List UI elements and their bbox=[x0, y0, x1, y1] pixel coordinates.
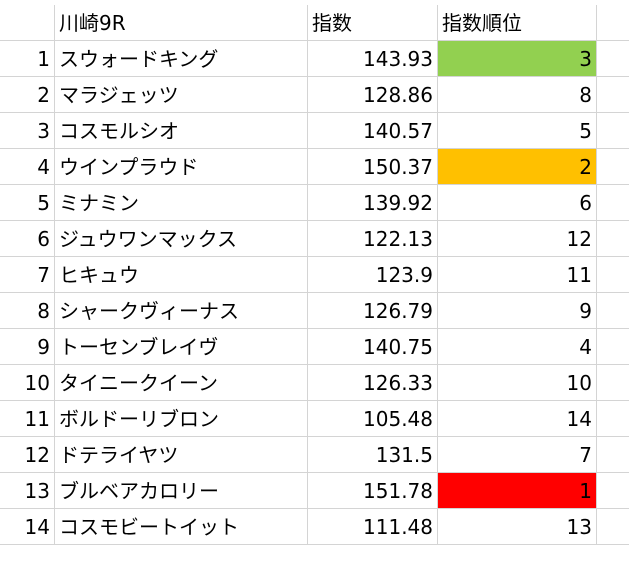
index-value-cell[interactable]: 140.75 bbox=[308, 329, 438, 365]
horse-name-cell[interactable]: ボルドーリブロン bbox=[55, 401, 308, 437]
index-rank-cell[interactable]: 8 bbox=[438, 77, 597, 113]
empty-cell[interactable] bbox=[597, 329, 629, 365]
empty-cell[interactable] bbox=[597, 437, 629, 473]
empty-cell[interactable] bbox=[597, 41, 629, 77]
horse-name-cell[interactable]: ウインプラウド bbox=[55, 149, 308, 185]
empty-cell[interactable] bbox=[597, 257, 629, 293]
horse-name-cell[interactable]: コスモビートイット bbox=[55, 509, 308, 545]
empty-cell[interactable] bbox=[597, 365, 629, 401]
index-value-cell[interactable]: 150.37 bbox=[308, 149, 438, 185]
row-number-cell[interactable]: 12 bbox=[0, 437, 55, 473]
horse-name-cell[interactable]: コスモルシオ bbox=[55, 113, 308, 149]
table-row: 2 マラジェッツ 128.86 8 bbox=[0, 77, 629, 113]
row-number-cell[interactable]: 4 bbox=[0, 149, 55, 185]
horse-name-cell[interactable]: マラジェッツ bbox=[55, 77, 308, 113]
index-value-cell[interactable]: 126.33 bbox=[308, 365, 438, 401]
index-value-cell[interactable]: 128.86 bbox=[308, 77, 438, 113]
horse-name-cell[interactable]: ヒキュウ bbox=[55, 257, 308, 293]
index-value-cell[interactable]: 111.48 bbox=[308, 509, 438, 545]
table-row: 9 トーセンブレイヴ 140.75 4 bbox=[0, 329, 629, 365]
row-number-cell[interactable]: 9 bbox=[0, 329, 55, 365]
horse-name-cell[interactable]: スウォードキング bbox=[55, 41, 308, 77]
row-number-cell[interactable]: 13 bbox=[0, 473, 55, 509]
index-value-cell[interactable]: 139.92 bbox=[308, 185, 438, 221]
horse-name-cell[interactable]: タイニークイーン bbox=[55, 365, 308, 401]
horse-name-cell[interactable]: ジュウワンマックス bbox=[55, 221, 308, 257]
index-rank-cell[interactable]: 5 bbox=[438, 113, 597, 149]
index-value-cell[interactable]: 151.78 bbox=[308, 473, 438, 509]
empty-cell[interactable] bbox=[597, 77, 629, 113]
index-value-cell[interactable]: 140.57 bbox=[308, 113, 438, 149]
index-rank-cell[interactable]: 13 bbox=[438, 509, 597, 545]
table-row: 6 ジュウワンマックス 122.13 12 bbox=[0, 221, 629, 257]
row-number-cell[interactable]: 6 bbox=[0, 221, 55, 257]
empty-cell[interactable] bbox=[597, 293, 629, 329]
empty-cell[interactable] bbox=[597, 473, 629, 509]
row-number-cell[interactable]: 8 bbox=[0, 293, 55, 329]
index-value-cell[interactable]: 126.79 bbox=[308, 293, 438, 329]
index-rank-cell[interactable]: 2 bbox=[438, 149, 597, 185]
index-rank-cell[interactable]: 3 bbox=[438, 41, 597, 77]
empty-cell[interactable] bbox=[597, 149, 629, 185]
table-row: 10 タイニークイーン 126.33 10 bbox=[0, 365, 629, 401]
index-value-cell[interactable]: 123.9 bbox=[308, 257, 438, 293]
index-value-cell[interactable]: 105.48 bbox=[308, 401, 438, 437]
horse-name-cell[interactable]: ミナミン bbox=[55, 185, 308, 221]
index-rank-cell[interactable]: 4 bbox=[438, 329, 597, 365]
row-number-cell[interactable]: 1 bbox=[0, 41, 55, 77]
header-row: 川崎9R 指数 指数順位 bbox=[0, 5, 629, 41]
index-value-cell[interactable]: 143.93 bbox=[308, 41, 438, 77]
table-row: 4 ウインプラウド 150.37 2 bbox=[0, 149, 629, 185]
table-row: 3 コスモルシオ 140.57 5 bbox=[0, 113, 629, 149]
index-rank-cell[interactable]: 7 bbox=[438, 437, 597, 473]
horse-name-cell[interactable]: ブルベアカロリー bbox=[55, 473, 308, 509]
header-cell-number[interactable] bbox=[0, 5, 55, 41]
row-number-cell[interactable]: 11 bbox=[0, 401, 55, 437]
row-number-cell[interactable]: 3 bbox=[0, 113, 55, 149]
index-rank-cell[interactable]: 6 bbox=[438, 185, 597, 221]
table-row: 11 ボルドーリブロン 105.48 14 bbox=[0, 401, 629, 437]
index-rank-cell[interactable]: 1 bbox=[438, 473, 597, 509]
row-number-cell[interactable]: 10 bbox=[0, 365, 55, 401]
header-cell-empty[interactable] bbox=[597, 5, 629, 41]
table-row: 12 ドテライヤツ 131.5 7 bbox=[0, 437, 629, 473]
empty-cell[interactable] bbox=[597, 185, 629, 221]
horse-name-cell[interactable]: ドテライヤツ bbox=[55, 437, 308, 473]
empty-cell[interactable] bbox=[597, 113, 629, 149]
index-rank-cell[interactable]: 12 bbox=[438, 221, 597, 257]
index-rank-cell[interactable]: 11 bbox=[438, 257, 597, 293]
table-row: 7 ヒキュウ 123.9 11 bbox=[0, 257, 629, 293]
row-number-cell[interactable]: 5 bbox=[0, 185, 55, 221]
index-value-cell[interactable]: 122.13 bbox=[308, 221, 438, 257]
horse-name-cell[interactable]: トーセンブレイヴ bbox=[55, 329, 308, 365]
empty-cell[interactable] bbox=[597, 509, 629, 545]
horse-name-cell[interactable]: シャークヴィーナス bbox=[55, 293, 308, 329]
index-rank-cell[interactable]: 9 bbox=[438, 293, 597, 329]
index-rank-cell[interactable]: 14 bbox=[438, 401, 597, 437]
table-row: 13 ブルベアカロリー 151.78 1 bbox=[0, 473, 629, 509]
header-cell-index[interactable]: 指数 bbox=[308, 5, 438, 41]
table-row: 1 スウォードキング 143.93 3 bbox=[0, 41, 629, 77]
header-cell-race-title[interactable]: 川崎9R bbox=[55, 5, 308, 41]
row-number-cell[interactable]: 7 bbox=[0, 257, 55, 293]
row-number-cell[interactable]: 14 bbox=[0, 509, 55, 545]
index-rank-cell[interactable]: 10 bbox=[438, 365, 597, 401]
empty-cell[interactable] bbox=[597, 401, 629, 437]
table-row: 5 ミナミン 139.92 6 bbox=[0, 185, 629, 221]
table-row: 8 シャークヴィーナス 126.79 9 bbox=[0, 293, 629, 329]
index-value-cell[interactable]: 131.5 bbox=[308, 437, 438, 473]
row-number-cell[interactable]: 2 bbox=[0, 77, 55, 113]
header-cell-index-rank[interactable]: 指数順位 bbox=[438, 5, 597, 41]
table-row: 14 コスモビートイット 111.48 13 bbox=[0, 509, 629, 545]
empty-cell[interactable] bbox=[597, 221, 629, 257]
